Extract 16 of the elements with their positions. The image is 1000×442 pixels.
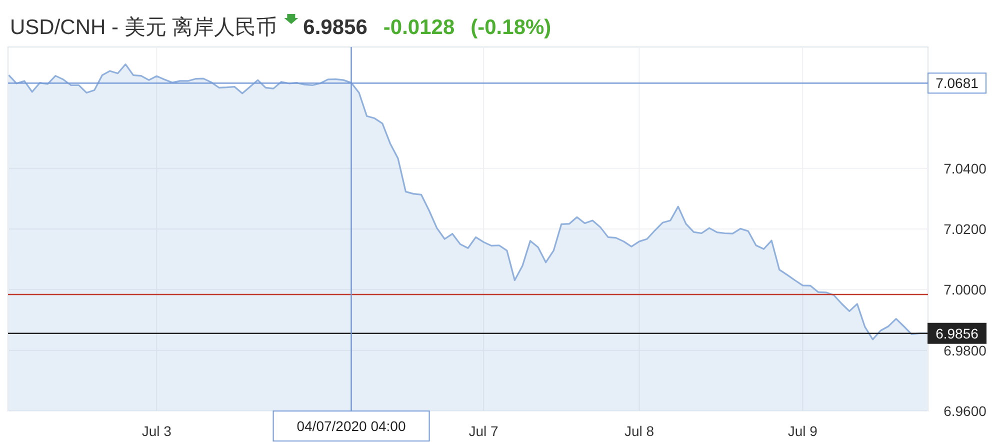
ref-line-label: 6.9856	[936, 325, 979, 342]
x-tick-label: Jul 3	[142, 423, 172, 439]
y-tick-label: 7.0200	[944, 221, 987, 237]
x-tick-label: 04/07/2020 04:00	[296, 418, 406, 434]
text: 6.9856	[303, 16, 368, 39]
x-tick-label: Jul 8	[624, 423, 654, 439]
y-tick-label: 7.0000	[944, 282, 987, 298]
ref-line-label: 7.0681	[936, 75, 979, 92]
chart-title: USD/CNH - 美元 离岸人民币	[10, 16, 278, 39]
text: (-0.18%)	[470, 16, 552, 39]
x-tick-label: Jul 7	[468, 423, 499, 439]
y-tick-label: 6.9800	[944, 342, 987, 358]
text: -0.0128	[383, 16, 455, 39]
x-tick-label: Jul 9	[788, 423, 818, 439]
y-tick-label: 6.9600	[944, 403, 987, 419]
y-tick-label: 7.0400	[944, 160, 987, 176]
